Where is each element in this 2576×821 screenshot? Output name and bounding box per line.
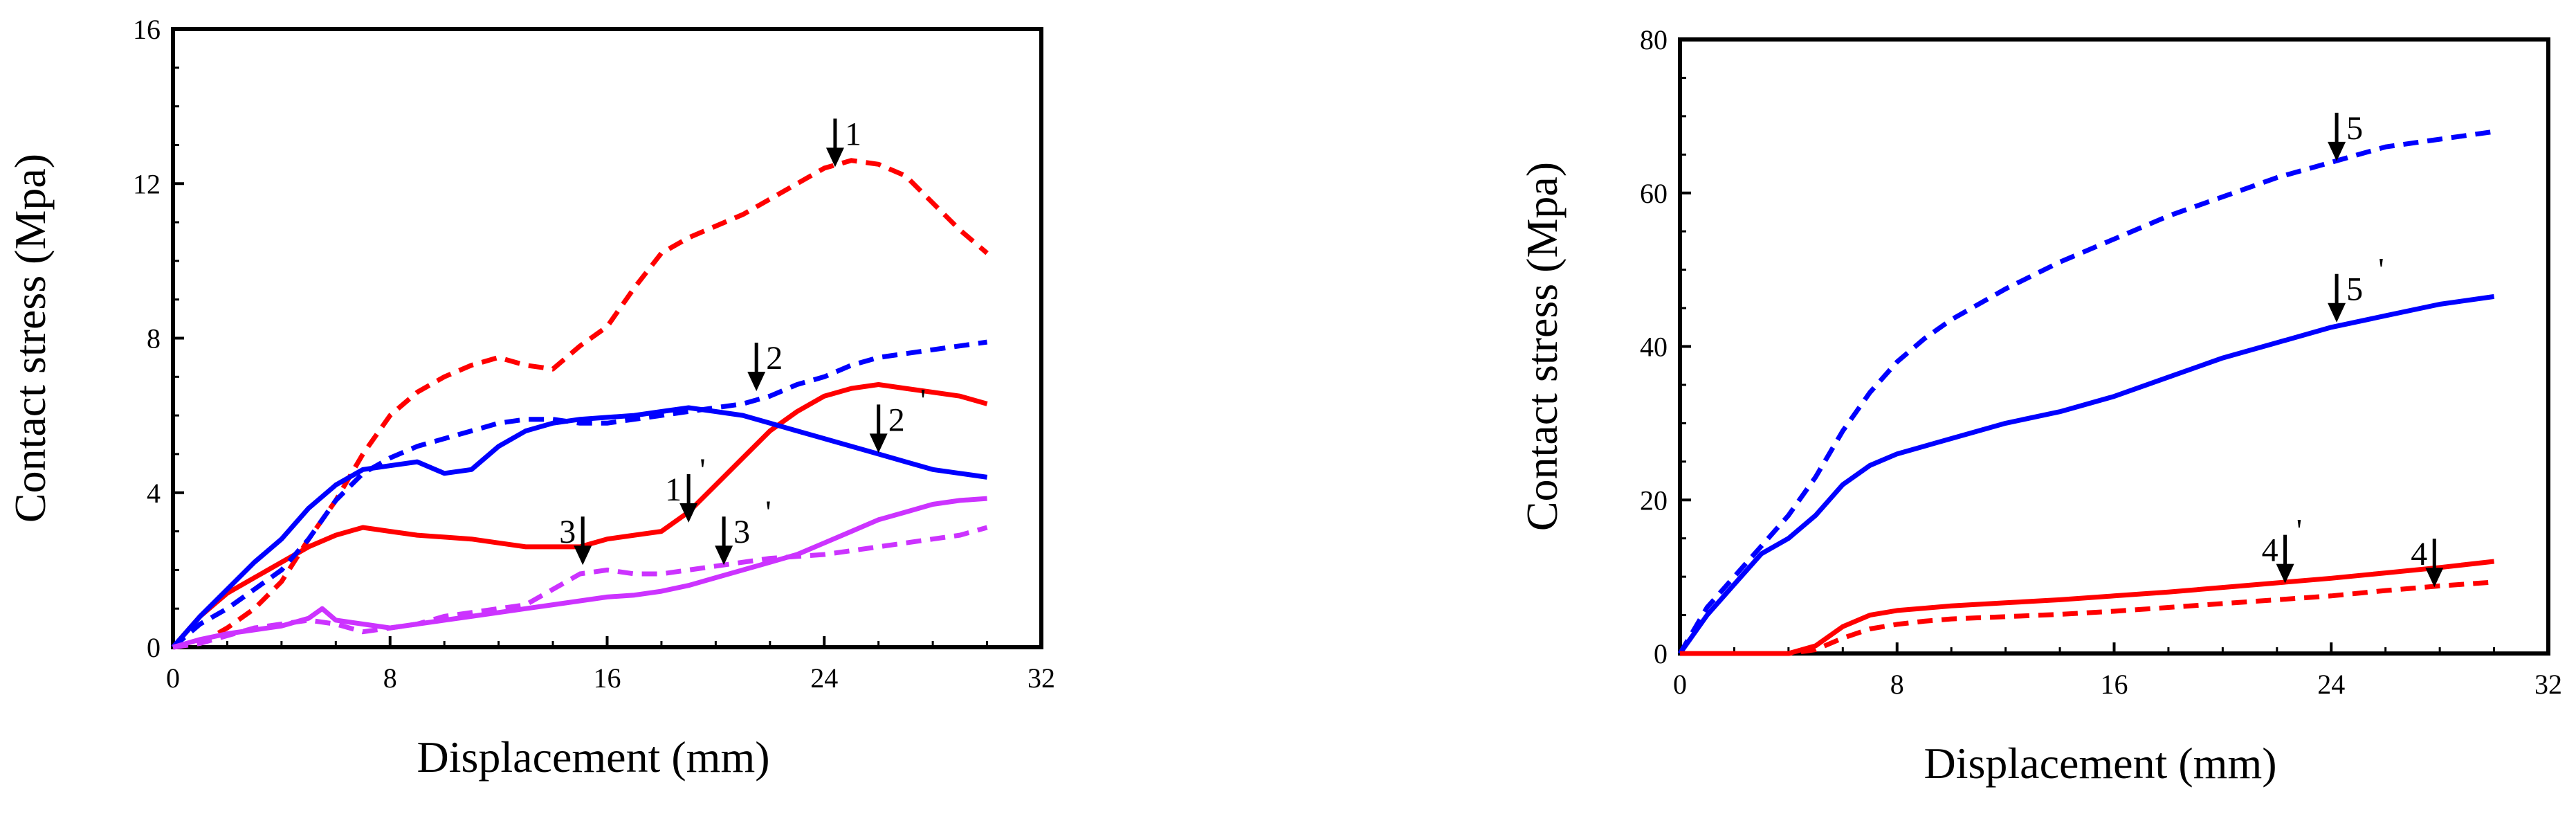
annotation-label: 5: [2346, 110, 2363, 147]
y-tick-label: 20: [1640, 485, 1668, 516]
plot-frame: [171, 27, 1043, 649]
x-tick-label: 16: [594, 662, 621, 694]
x-axis-label: Displacement (mm): [417, 732, 769, 782]
annotation-arrow-head: [715, 545, 733, 566]
y-tick-label: 80: [1640, 24, 1668, 55]
annotation-arrow-head: [2425, 568, 2444, 588]
series-line-4: [1680, 579, 2494, 656]
y-tick-label: 0: [1654, 638, 1668, 669]
y-tick-label: 4: [147, 478, 161, 509]
annotation-prime: ': [700, 452, 706, 489]
y-tick-label: 60: [1640, 178, 1668, 209]
series-line-3-prime: [172, 496, 987, 650]
annotation-label: 4: [2262, 532, 2278, 569]
x-tick-label: 0: [1673, 669, 1687, 700]
y-tick-label: 40: [1640, 332, 1668, 363]
series-line-4-prime: [1680, 559, 2494, 656]
series-line-2-prime: [171, 405, 988, 649]
annotation-label: 3: [733, 514, 750, 550]
y-tick-label: 12: [133, 168, 161, 199]
annotation-prime: ': [765, 494, 771, 531]
annotation-arrow-head: [2276, 563, 2294, 584]
series-line-3: [172, 525, 988, 650]
annotation-4: 4: [2411, 536, 2444, 588]
y-tick-label: 16: [133, 14, 161, 45]
annotation-label: 3: [559, 514, 576, 550]
annotation-label: 2: [888, 402, 905, 438]
annotation-label: 2: [766, 340, 783, 377]
series-line-2: [171, 339, 988, 649]
annotation-label: 1: [845, 116, 861, 152]
annotation-arrow-head: [574, 545, 592, 566]
annotation-arrow-head: [825, 147, 844, 168]
chart-right: 0 8 16 24 32 0 20 40 60 80 Displacement (mm) Contac…: [1517, 24, 2562, 788]
annotation-2-prime: 2': [869, 382, 926, 453]
annotation-5-prime: 5': [2328, 252, 2384, 323]
annotation-4-prime: 4': [2262, 513, 2303, 584]
annotation-3-prime: 3': [715, 494, 771, 566]
annotation-label: 5: [2346, 271, 2363, 308]
annotation-3: 3: [559, 514, 592, 566]
annotation-prime: ': [2378, 252, 2384, 289]
y-tick-label: 8: [147, 323, 161, 354]
x-tick-label: 32: [2534, 669, 2562, 700]
x-tick-label: 8: [383, 662, 397, 694]
x-tick-label: 16: [2101, 669, 2128, 700]
y-tick-label: 0: [147, 632, 161, 663]
x-tick-label: 8: [1890, 669, 1904, 700]
annotation-arrow-head: [869, 433, 888, 453]
annotation-1-prime: 1': [665, 452, 706, 523]
series-line-1-prime: [171, 382, 988, 649]
annotation-prime: ': [2296, 513, 2303, 550]
x-axis-label: Displacement (mm): [1924, 739, 2276, 788]
series-line-1: [172, 158, 989, 650]
annotation-label: 1: [665, 471, 682, 508]
annotation-label: 4: [2411, 536, 2427, 572]
x-tick-label: 24: [2317, 669, 2345, 700]
annotation-arrow-head: [679, 503, 698, 523]
x-tick-label: 0: [166, 662, 180, 694]
y-axis-label: Contact stress (Mpa): [6, 154, 55, 523]
annotation-5: 5: [2328, 110, 2363, 161]
series-line-5: [1677, 129, 2495, 655]
annotation-prime: ': [920, 382, 926, 419]
annotation-1: 1: [825, 116, 861, 168]
annotation-arrow-head: [747, 372, 766, 392]
x-tick-label: 32: [1027, 662, 1055, 694]
annotation-arrow-head: [2328, 303, 2346, 323]
y-axis-label: Contact stress (Mpa): [1517, 162, 1566, 531]
series-line-5-prime: [1678, 294, 2495, 656]
annotation-arrow-head: [2328, 141, 2346, 161]
annotation-2: 2: [747, 340, 783, 392]
x-tick-label: 24: [810, 662, 838, 694]
